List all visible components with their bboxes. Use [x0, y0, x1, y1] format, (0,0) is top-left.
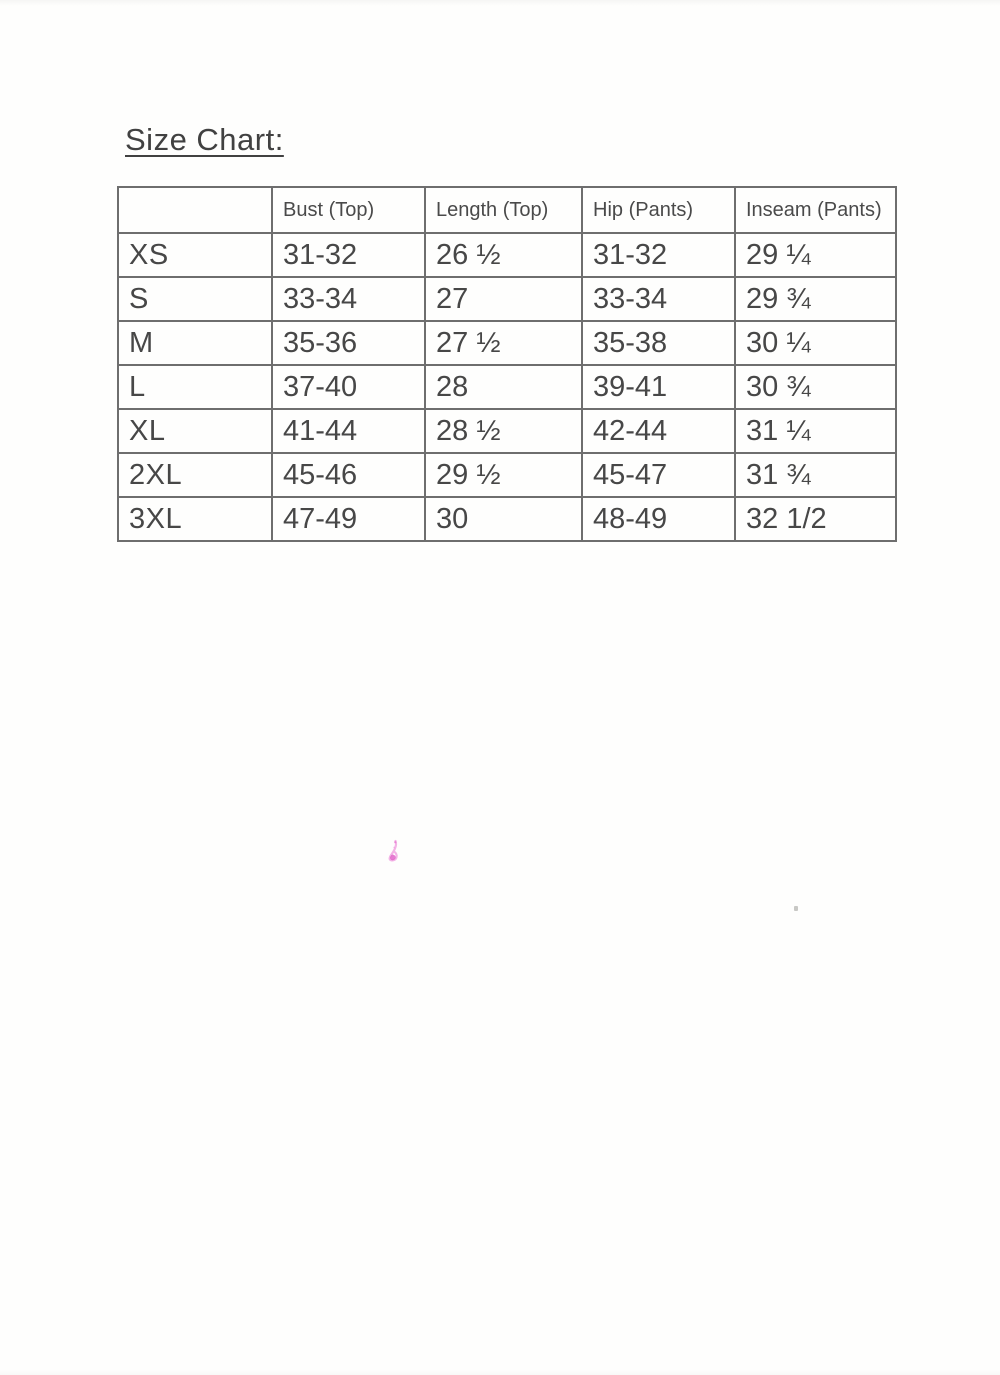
size-cell: L: [117, 364, 273, 410]
inseam-cell: 31 ¾: [734, 452, 897, 498]
header-bust: Bust (Top): [271, 186, 426, 234]
bust-cell: 47-49: [271, 496, 426, 542]
bust-cell: 41-44: [271, 408, 426, 454]
inseam-cell: 29 ¾: [734, 276, 897, 322]
size-cell: XS: [117, 232, 273, 278]
bust-cell: 45-46: [271, 452, 426, 498]
length-cell: 27: [424, 276, 583, 322]
size-chart-table: Bust (Top) Length (Top) Hip (Pants) Inse…: [117, 186, 897, 542]
scan-speck: [794, 906, 798, 911]
table-row: L 37-40 28 39-41 30 ¾: [117, 364, 897, 410]
bust-cell: 37-40: [271, 364, 426, 410]
table-row: XL 41-44 28 ½ 42-44 31 ¼: [117, 408, 897, 454]
size-cell: S: [117, 276, 273, 322]
length-cell: 26 ½: [424, 232, 583, 278]
inseam-cell: 31 ¼: [734, 408, 897, 454]
inseam-cell: 29 ¼: [734, 232, 897, 278]
hip-cell: 45-47: [581, 452, 736, 498]
hip-cell: 33-34: [581, 276, 736, 322]
bust-cell: 35-36: [271, 320, 426, 366]
bust-cell: 31-32: [271, 232, 426, 278]
table-header-row: Bust (Top) Length (Top) Hip (Pants) Inse…: [117, 186, 897, 234]
header-size: [117, 186, 273, 234]
length-cell: 28 ½: [424, 408, 583, 454]
inseam-cell: 32 1/2: [734, 496, 897, 542]
header-inseam: Inseam (Pants): [734, 186, 897, 234]
length-cell: 27 ½: [424, 320, 583, 366]
length-cell: 29 ½: [424, 452, 583, 498]
table-row: 3XL 47-49 30 48-49 32 1/2: [117, 496, 897, 542]
pink-ink-smudge: [388, 839, 398, 862]
size-cell: 3XL: [117, 496, 273, 542]
header-length: Length (Top): [424, 186, 583, 234]
inseam-cell: 30 ¼: [734, 320, 897, 366]
hip-cell: 42-44: [581, 408, 736, 454]
inseam-cell: 30 ¾: [734, 364, 897, 410]
length-cell: 28: [424, 364, 583, 410]
bust-cell: 33-34: [271, 276, 426, 322]
size-cell: 2XL: [117, 452, 273, 498]
header-hip: Hip (Pants): [581, 186, 736, 234]
table-row: 2XL 45-46 29 ½ 45-47 31 ¾: [117, 452, 897, 498]
table-row: XS 31-32 26 ½ 31-32 29 ¼: [117, 232, 897, 278]
hip-cell: 39-41: [581, 364, 736, 410]
size-cell: XL: [117, 408, 273, 454]
hip-cell: 48-49: [581, 496, 736, 542]
hip-cell: 31-32: [581, 232, 736, 278]
table-row: S 33-34 27 33-34 29 ¾: [117, 276, 897, 322]
hip-cell: 35-38: [581, 320, 736, 366]
length-cell: 30: [424, 496, 583, 542]
size-cell: M: [117, 320, 273, 366]
page-title: Size Chart:: [125, 122, 284, 157]
table-row: M 35-36 27 ½ 35-38 30 ¼: [117, 320, 897, 366]
